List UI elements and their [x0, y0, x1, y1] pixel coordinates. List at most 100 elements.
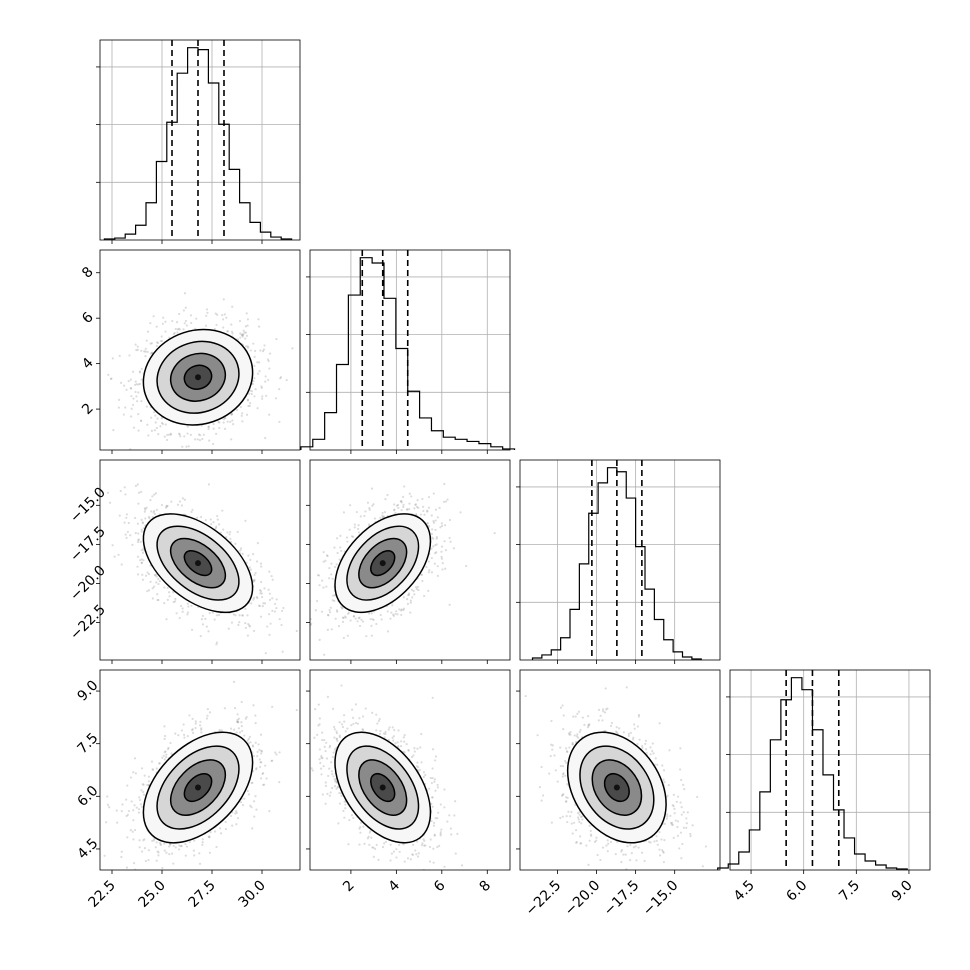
sample-point: [190, 510, 193, 514]
sample-point: [165, 438, 169, 442]
sample-point: [147, 780, 150, 783]
sample-point: [241, 729, 244, 733]
sample-point: [165, 504, 168, 508]
sample-point: [127, 379, 130, 383]
sample-point: [174, 846, 177, 849]
sample-point: [247, 793, 251, 796]
sample-point: [415, 513, 418, 516]
sample-point: [257, 318, 260, 321]
sample-point: [186, 425, 189, 428]
sample-point: [333, 546, 336, 549]
sample-point: [180, 729, 184, 732]
sample-point: [361, 620, 365, 623]
sample-point: [281, 650, 284, 653]
sample-point: [129, 534, 132, 537]
sample-point: [153, 411, 156, 414]
sample-point: [310, 623, 312, 627]
sample-point: [353, 526, 356, 529]
sample-point: [166, 504, 169, 507]
sample-point: [123, 521, 126, 524]
sample-point: [278, 388, 281, 391]
sample-point: [190, 321, 193, 325]
sample-point: [244, 331, 247, 334]
sample-point: [187, 881, 189, 883]
sample-point: [201, 614, 205, 617]
sample-point: [247, 737, 250, 740]
sample-point: [440, 555, 443, 558]
sample-point: [155, 341, 159, 344]
sample-point: [131, 543, 134, 546]
sample-point: [155, 575, 158, 578]
sample-point: [253, 377, 256, 380]
sample-point: [176, 331, 179, 334]
sample-point: [136, 348, 139, 351]
sample-point: [459, 511, 462, 514]
sample-point: [230, 330, 234, 333]
sample-point: [409, 599, 412, 602]
sample-point: [180, 504, 184, 507]
sample-point: [406, 598, 409, 601]
sample-point: [139, 419, 143, 422]
sample-point: [151, 351, 154, 354]
sample-point: [178, 500, 182, 503]
sample-point: [246, 399, 249, 402]
sample-point: [255, 808, 258, 811]
sample-point: [237, 623, 240, 627]
sample-point: [125, 516, 128, 519]
sample-point: [229, 420, 232, 423]
sample-point: [184, 854, 187, 857]
sample-point: [191, 729, 194, 732]
sample-point: [141, 521, 144, 524]
sample-point: [135, 383, 138, 386]
sample-point: [435, 536, 438, 539]
sample-point: [252, 342, 255, 345]
sample-point: [198, 852, 201, 855]
sample-point: [402, 596, 405, 599]
sample-point: [280, 623, 283, 627]
sample-point: [141, 573, 144, 576]
sample-point: [222, 418, 225, 421]
sample-point: [212, 427, 215, 430]
sample-point: [392, 614, 395, 617]
sample-point: [328, 567, 331, 570]
sample-point: [396, 503, 400, 507]
sample-point: [125, 536, 128, 539]
sample-point: [112, 428, 115, 432]
sample-point: [134, 484, 138, 487]
panel-frame: [729, 669, 931, 871]
sample-point: [252, 379, 255, 383]
sample-point: [151, 495, 154, 498]
sample-point: [227, 627, 230, 630]
sample-point: [252, 598, 255, 601]
sample-point: [440, 524, 444, 528]
sample-point: [136, 565, 139, 568]
sample-point: [415, 587, 418, 591]
sample-point: [381, 511, 384, 515]
sample-point: [427, 560, 431, 563]
sample-point: [156, 417, 159, 420]
sample-point: [256, 361, 259, 364]
sample-point: [226, 330, 229, 333]
sample-point: [135, 395, 138, 398]
sample-point: [322, 560, 325, 563]
sample-point: [279, 377, 282, 380]
sample-point: [386, 493, 389, 497]
sample-point: [152, 511, 155, 514]
sample-point: [185, 324, 189, 327]
sample-point: [232, 613, 235, 616]
sample-point: [264, 436, 267, 440]
density-panel-0-2: [96, 459, 301, 664]
sample-point: [186, 611, 190, 614]
sample-point: [204, 324, 208, 327]
sample-point: [250, 602, 253, 605]
sample-point: [168, 595, 171, 598]
sample-point: [234, 614, 237, 617]
sample-point: [430, 571, 434, 574]
sample-point: [322, 550, 325, 554]
sample-point: [217, 523, 221, 526]
sample-point: [143, 507, 147, 510]
sample-point: [333, 599, 336, 603]
sample-point: [130, 415, 133, 418]
sample-point: [206, 708, 209, 711]
sample-point: [169, 432, 172, 435]
